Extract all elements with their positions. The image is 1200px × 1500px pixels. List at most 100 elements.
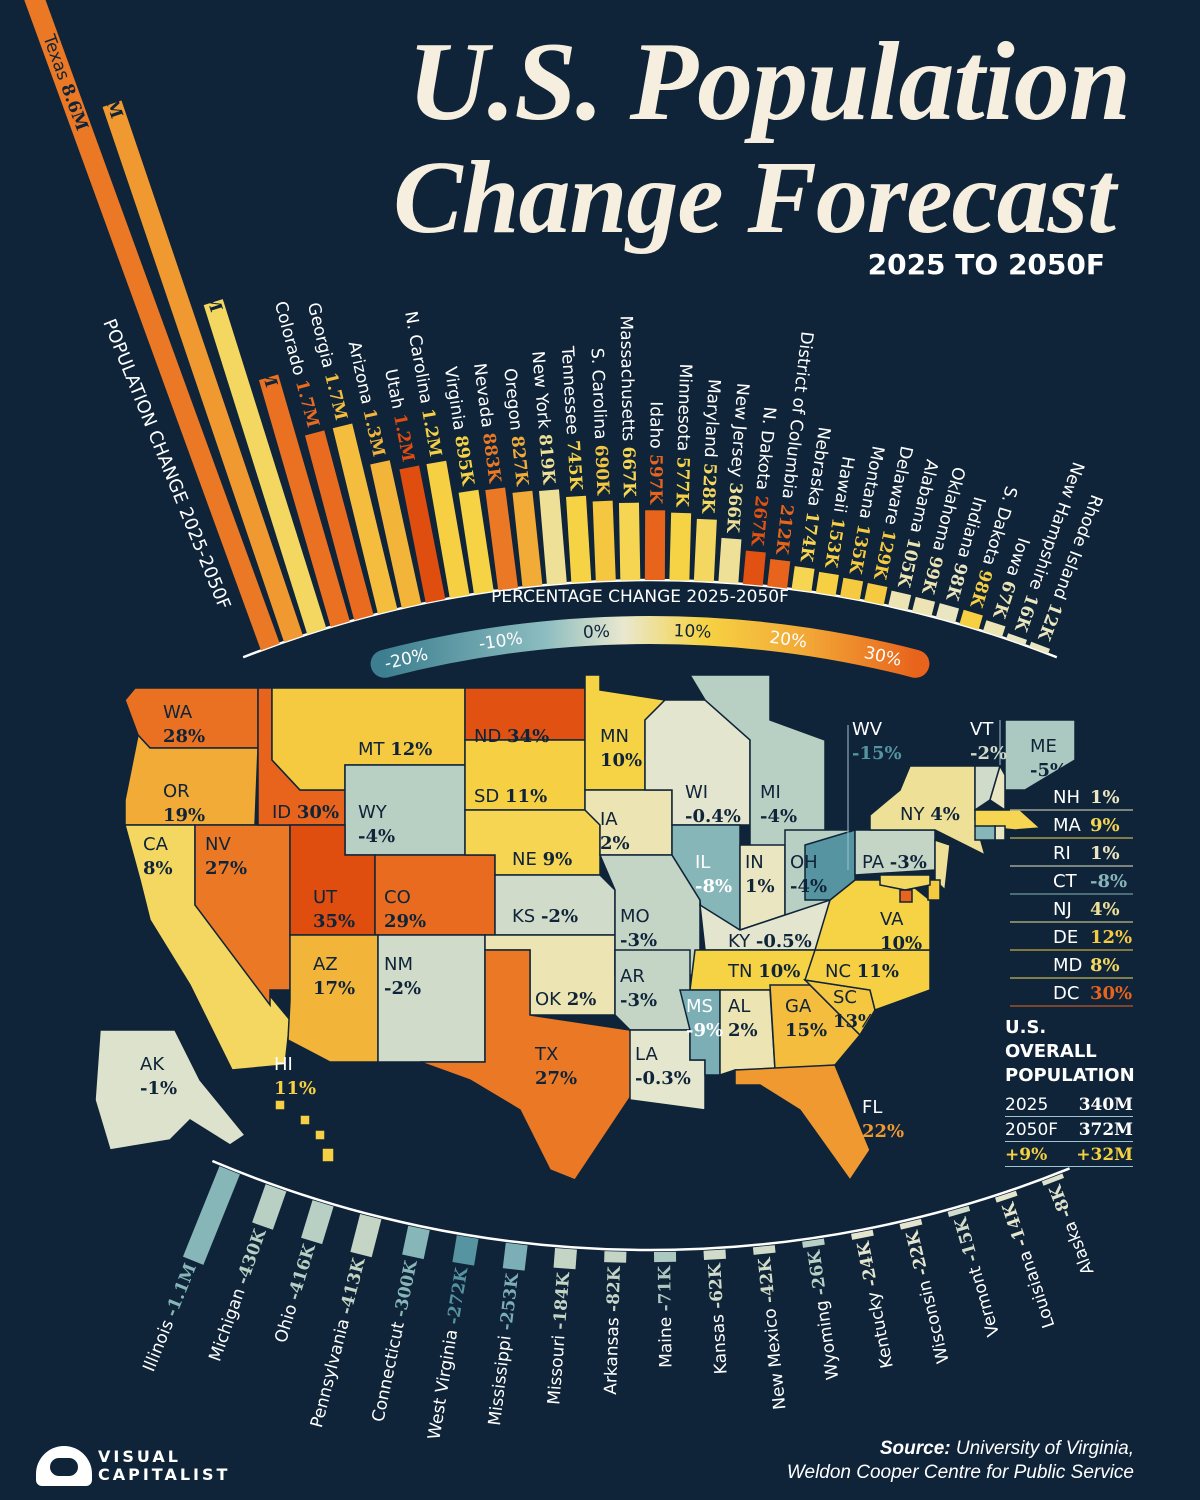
- bar-group: Wyoming -26K: [802, 1238, 843, 1381]
- gain-bar: [718, 537, 742, 584]
- state-abbr: OK: [535, 989, 567, 1010]
- state-abbr: ME: [1030, 736, 1057, 757]
- state-dc: [899, 889, 913, 903]
- bar-label: Tennessee 745K: [557, 345, 587, 492]
- state-pct: 30%: [297, 802, 339, 823]
- bar-state-name: Georgia: [303, 301, 339, 376]
- loss-bar: [402, 1225, 430, 1260]
- state-pct: 15%: [785, 1020, 827, 1041]
- small-state-abbr: MD: [1053, 955, 1082, 976]
- state-abbr: WI: [685, 782, 708, 803]
- bar-state-name: West Virginia: [424, 1323, 463, 1441]
- gain-bar: [791, 566, 815, 592]
- bar-group: Louisiana -14K: [995, 1190, 1059, 1331]
- gain-bar: [888, 590, 912, 611]
- small-state-abbr: RI: [1053, 843, 1071, 864]
- state-ct: [974, 825, 996, 841]
- legend-tick: 10%: [673, 621, 712, 643]
- overall-title-2: POPULATION: [1005, 1065, 1135, 1086]
- state-pct: -4%: [790, 876, 827, 897]
- bar-state-name: Maryland: [700, 378, 724, 463]
- loss-bar: [752, 1245, 776, 1255]
- small-state-pct: 8%: [1090, 955, 1120, 976]
- bar-group: Ohio -416K: [271, 1200, 334, 1345]
- state-abbr: NY: [900, 804, 930, 825]
- state-pct: 35%: [313, 911, 355, 932]
- bar-value: 153K: [820, 516, 848, 570]
- bar-state-name: Massachusetts: [616, 315, 638, 446]
- bar-value: 667K: [618, 446, 639, 498]
- bar-label: Alaska -8K: [1045, 1181, 1099, 1278]
- state-label: TX 27%: [534, 1044, 577, 1089]
- state-label: LA -0.3%: [635, 1044, 691, 1089]
- state-abbr: KY: [728, 931, 756, 952]
- state-abbr: OH: [790, 852, 818, 873]
- bar-group: S. Carolina 690K: [587, 348, 616, 582]
- bar-group: Utah 1.2M: [380, 367, 446, 603]
- state-abbr: NE: [512, 849, 543, 870]
- bar-value: 528K: [698, 463, 720, 515]
- state-abbr: LA: [635, 1044, 658, 1065]
- state-label: FL 22%: [862, 1097, 904, 1142]
- state-abbr: MT: [358, 739, 390, 760]
- bar-state-name: Missouri: [544, 1329, 570, 1406]
- bar-state-name: Florida: [72, 9, 111, 75]
- state-abbr: AL: [728, 996, 750, 1017]
- bar-group: New Jersey 366K: [718, 382, 752, 584]
- state-ga: [769, 984, 862, 1071]
- state-pct: 11%: [505, 786, 547, 807]
- legend-tick: 20%: [768, 628, 808, 653]
- bar-state-name: Louisiana: [1013, 1243, 1059, 1331]
- state-abbr: AK: [140, 1054, 165, 1075]
- legend-title: PERCENTAGE CHANGE 2025-2050F: [491, 587, 789, 607]
- small-state-pct: -8%: [1090, 871, 1127, 892]
- state-abbr: IL: [695, 852, 710, 873]
- state-label: MT 12%: [358, 739, 432, 760]
- state-abbr: OR: [163, 781, 190, 802]
- state-label: AZ 17%: [313, 954, 355, 999]
- state-pct: 9%: [543, 849, 573, 870]
- overall-row: 2025 340M: [1005, 1092, 1133, 1117]
- state-pct: -9%: [686, 1020, 723, 1041]
- bar-group: New York 819K: [527, 350, 567, 585]
- state-abbr: GA: [785, 996, 812, 1017]
- overall-title-1: U.S. OVERALL: [1005, 1017, 1097, 1062]
- bar-state-name: Nebraska: [802, 426, 833, 514]
- bar-state-name: Oregon: [499, 367, 526, 437]
- bar-value: 212K: [771, 503, 797, 556]
- state-pct: 19%: [163, 805, 205, 826]
- state-label: KY -0.5%: [728, 931, 812, 952]
- bar-label: Michigan -430K: [205, 1225, 271, 1364]
- logo-line-1: VISUAL: [98, 1447, 181, 1466]
- small-state-pct: 30%: [1090, 983, 1132, 1004]
- overall-row-value: 372M: [1078, 1120, 1133, 1140]
- bar-value: -8K: [1045, 1181, 1076, 1221]
- bar-value: -1.1M: [161, 1260, 200, 1319]
- state-abbr: CO: [384, 887, 411, 908]
- bar-label: New York 819K: [527, 350, 559, 486]
- bar-value: 1.2M: [389, 412, 418, 464]
- bar-value: 1.7M: [291, 378, 323, 430]
- bar-label: Idaho 597K: [645, 401, 666, 505]
- source-line-1: University of Virginia,: [955, 1438, 1134, 1459]
- bar-value: 5.1M: [92, 69, 127, 121]
- state-hi: [321, 1147, 335, 1163]
- bar-state-name: New York: [527, 350, 554, 435]
- bar-value: 8.6M: [57, 81, 92, 133]
- bar-label: Connecticut -300K: [368, 1257, 422, 1423]
- state-pct: -4%: [358, 826, 395, 847]
- small-state-abbr: MA: [1053, 815, 1082, 836]
- bar-group: Arkansas -82K: [601, 1251, 627, 1395]
- bar-label: Massachusetts 667K: [616, 315, 640, 498]
- loss-bar: [851, 1229, 874, 1240]
- bar-value: -430K: [232, 1225, 270, 1287]
- state-label: AK -1%: [140, 1054, 177, 1099]
- gain-bar: [982, 620, 1006, 638]
- small-state-pct: 9%: [1090, 815, 1120, 836]
- state-label: MO -3%: [620, 906, 657, 951]
- state-label: WA 28%: [163, 702, 205, 747]
- state-md: [879, 874, 931, 891]
- bar-group: Kansas -62K: [703, 1249, 732, 1375]
- state-label: SD 11%: [474, 786, 547, 807]
- gain-bar: [304, 430, 374, 621]
